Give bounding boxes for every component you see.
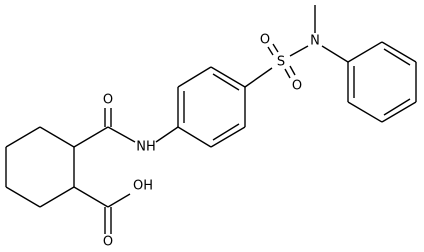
atom-label: O xyxy=(103,235,113,250)
atom-label: N xyxy=(310,34,320,49)
atom-label: O xyxy=(103,93,113,108)
atom-labels: O NH S O O N OH O xyxy=(103,33,320,250)
atom-label: O xyxy=(292,79,302,94)
atom-label: O xyxy=(260,33,270,48)
bonds xyxy=(5,5,417,234)
atom-label: S xyxy=(277,55,285,70)
atom-label: NH xyxy=(136,140,156,155)
atom-label: OH xyxy=(133,179,153,194)
